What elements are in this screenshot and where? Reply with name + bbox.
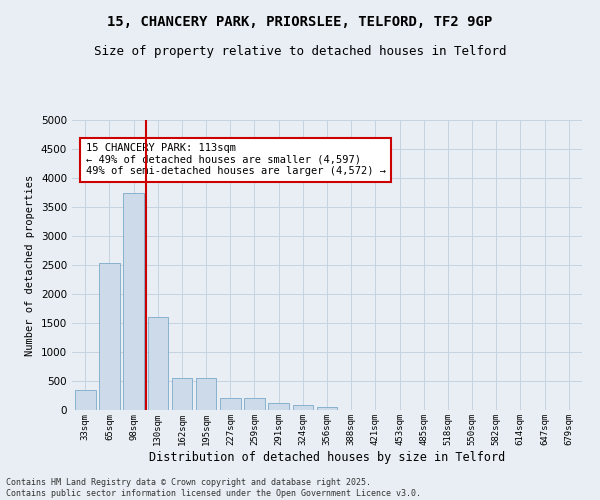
Text: Size of property relative to detached houses in Telford: Size of property relative to detached ho… xyxy=(94,45,506,58)
Y-axis label: Number of detached properties: Number of detached properties xyxy=(25,174,35,356)
Bar xyxy=(268,403,289,410)
Bar xyxy=(317,407,337,410)
Bar xyxy=(293,406,313,410)
Text: 15 CHANCERY PARK: 113sqm
← 49% of detached houses are smaller (4,597)
49% of sem: 15 CHANCERY PARK: 113sqm ← 49% of detach… xyxy=(86,143,386,176)
Text: Contains HM Land Registry data © Crown copyright and database right 2025.
Contai: Contains HM Land Registry data © Crown c… xyxy=(6,478,421,498)
Bar xyxy=(99,264,120,410)
Bar xyxy=(196,378,217,410)
Text: 15, CHANCERY PARK, PRIORSLEE, TELFORD, TF2 9GP: 15, CHANCERY PARK, PRIORSLEE, TELFORD, T… xyxy=(107,15,493,29)
Bar xyxy=(244,398,265,410)
Bar xyxy=(220,398,241,410)
Bar xyxy=(75,390,95,410)
X-axis label: Distribution of detached houses by size in Telford: Distribution of detached houses by size … xyxy=(149,450,505,464)
Bar xyxy=(124,192,144,410)
Bar xyxy=(148,317,168,410)
Bar xyxy=(172,378,192,410)
